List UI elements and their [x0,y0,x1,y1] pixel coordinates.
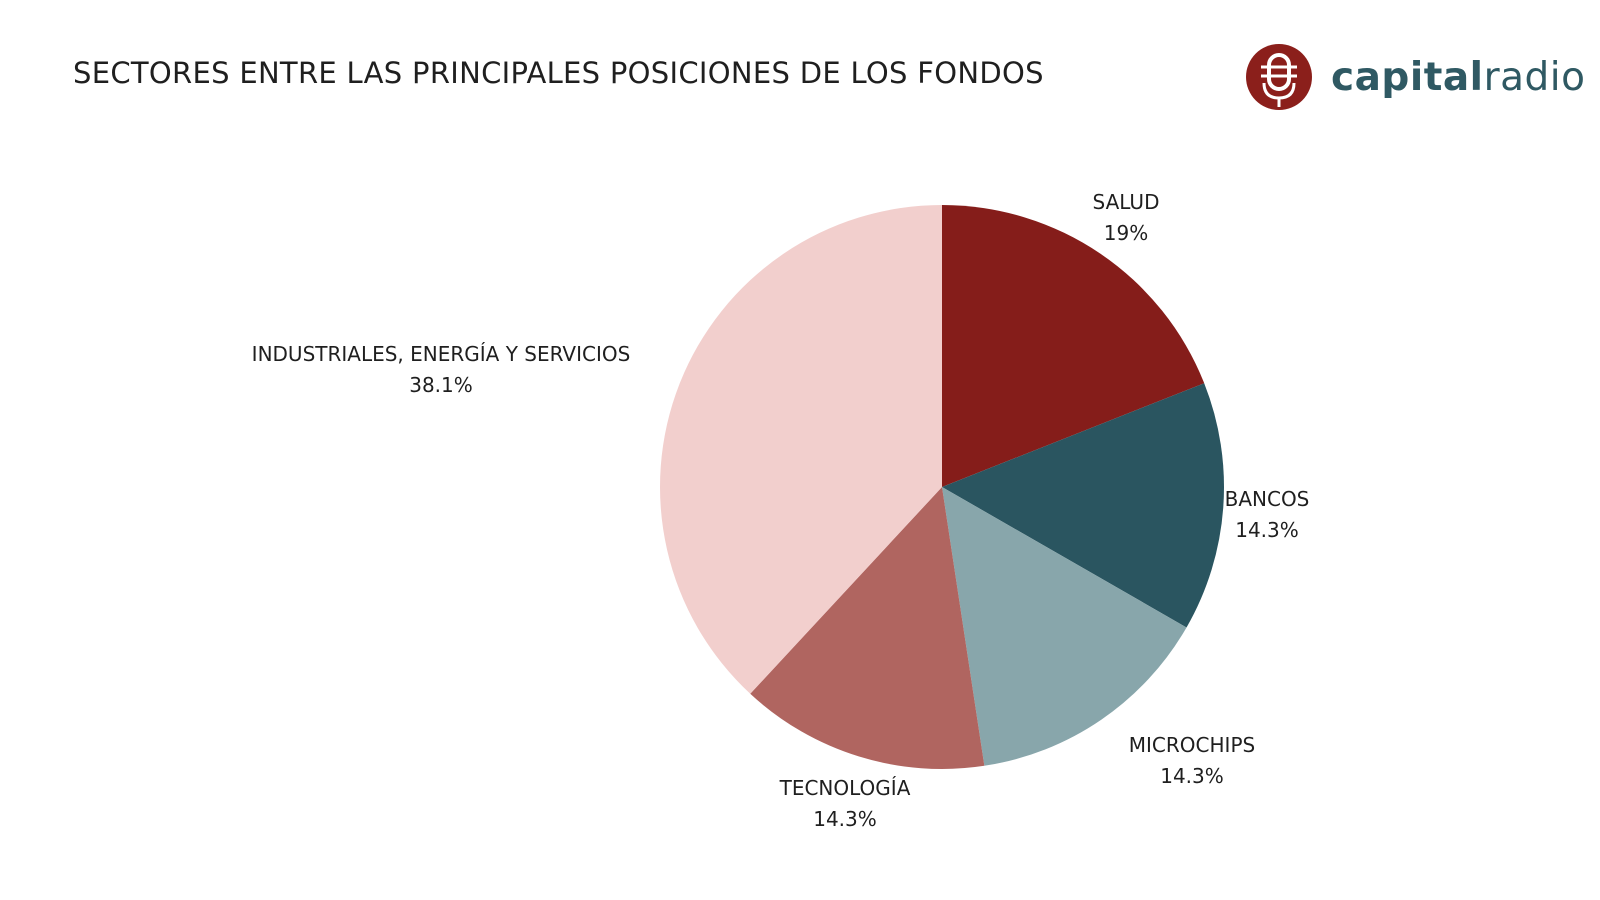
pie-slice-microchips [942,487,1187,766]
slice-value-tecnologia: 14.3% [813,807,877,831]
slice-value-bancos: 14.3% [1235,518,1299,542]
slice-label-microchips: MICROCHIPS [1129,733,1255,757]
slice-label-industriales-energia-y-servicios: INDUSTRIALES, ENERGÍA Y SERVICIOS [252,342,631,366]
slice-label-tecnologia: TECNOLOGÍA [779,776,911,800]
capital-radio-logo: capitalradio [1244,42,1585,112]
pie-slice-industriales-energia-y-servicios [660,205,942,694]
brand-name: capitalradio [1331,58,1585,97]
pie-slice-bancos [942,383,1224,628]
slice-value-industriales-energia-y-servicios: 38.1% [409,373,473,397]
brand-name-light: radio [1483,54,1586,100]
microphone-icon [1246,44,1312,110]
page-title: SECTORES ENTRE LAS PRINCIPALES POSICIONE… [73,56,1044,90]
brand-name-bold: capital [1331,54,1484,100]
slice-value-microchips: 14.3% [1160,764,1224,788]
slice-label-salud: SALUD [1093,190,1160,214]
slice-label-bancos: BANCOS [1225,487,1310,511]
pie-slice-salud [942,205,1205,487]
slice-value-salud: 19% [1104,221,1148,245]
pie-slice-tecnologia [750,487,985,769]
